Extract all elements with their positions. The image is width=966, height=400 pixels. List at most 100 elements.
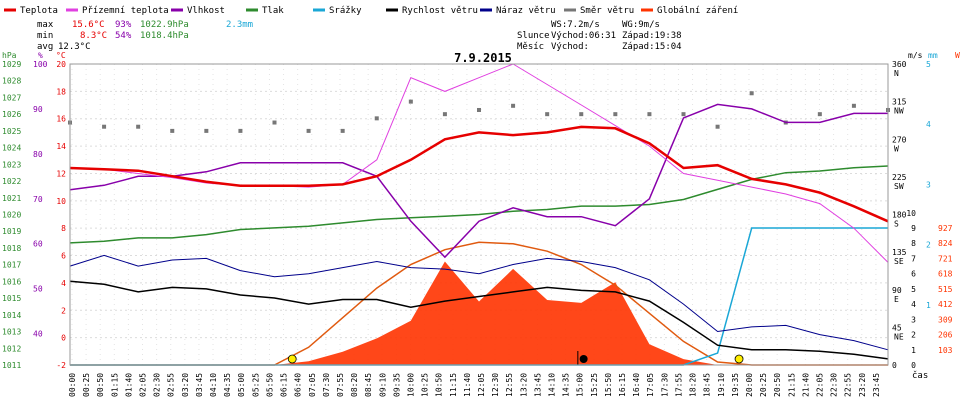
y-temp-tick-6: 10 — [56, 197, 66, 206]
y-direction-compass-2: W — [894, 144, 899, 153]
y-temp-tick-9: 16 — [56, 115, 66, 124]
x-tick-label-38: 15:50 — [604, 373, 613, 397]
y-temp-tick-10: 18 — [56, 87, 66, 96]
y-radiation-tick-7: 824 — [938, 239, 953, 248]
stats-max-rain: 2.3mm — [226, 20, 253, 30]
y-temp-tick-3: 4 — [61, 279, 66, 288]
x-tick-label-46: 19:10 — [717, 373, 726, 397]
y-direction-compass-4: S — [894, 220, 899, 229]
y-direction-tick-3: 225 — [892, 173, 907, 182]
x-tick-label-8: 03:20 — [181, 373, 190, 397]
direction-point-3 — [170, 128, 175, 133]
direction-point-16 — [613, 112, 618, 117]
y-pressure-tick-16: 1027 — [2, 93, 21, 102]
y-radiation-tick-6: 721 — [938, 254, 953, 263]
y-wind-tick-5: 5 — [911, 285, 916, 294]
info-moon-rise: Východ: — [551, 42, 589, 52]
x-tick-label-23: 09:35 — [392, 373, 401, 397]
series-naraz-vetru — [69, 254, 889, 351]
y-pressure-tick-12: 1023 — [2, 160, 21, 169]
x-tick-label-5: 02:05 — [139, 373, 148, 397]
unit-wind: m/s — [908, 51, 923, 60]
y-direction-compass-3: SW — [894, 182, 904, 191]
stats-min-press: 1018.4hPa — [140, 31, 189, 41]
y-direction-tick-1: 315 — [892, 98, 907, 107]
series-rychlost-vetru — [69, 280, 889, 360]
direction-point-18 — [681, 112, 686, 117]
y-wind-tick-10: 10 — [906, 209, 916, 218]
direction-point-22 — [817, 112, 822, 117]
x-tick-label-44: 18:20 — [689, 373, 698, 397]
direction-point-8 — [340, 128, 345, 133]
y-pressure-tick-15: 1026 — [2, 110, 21, 119]
info-block: WS:7.2m/s WG:9m/s Slunce Východ:06:31 Zá… — [517, 20, 682, 52]
legend-label-4: Srážky — [329, 6, 362, 16]
y-humidity-tick-6: 100 — [33, 60, 48, 69]
series-teplota — [69, 125, 889, 223]
x-tick-label-33: 13:45 — [533, 373, 542, 397]
y-radiation-tick-1: 206 — [938, 331, 953, 340]
x-tick-label-31: 12:55 — [505, 373, 514, 397]
direction-point-2 — [136, 124, 141, 129]
stats-max-label: max — [37, 20, 54, 30]
x-tick-label-0: 00:00 — [68, 373, 77, 397]
x-tick-label-9: 03:45 — [195, 373, 204, 397]
y-direction-tick-5: 135 — [892, 248, 907, 257]
y-direction-compass-6: E — [894, 295, 899, 304]
y-pressure-tick-6: 1017 — [2, 261, 21, 270]
plot-area — [68, 63, 890, 366]
x-tick-label-54: 22:30 — [830, 373, 839, 397]
x-tick-label-48: 20:00 — [745, 373, 754, 397]
direction-point-23 — [851, 103, 856, 108]
x-tick-label-22: 09:10 — [378, 373, 387, 397]
y-temp-tick-7: 12 — [56, 169, 66, 178]
direction-point-1 — [102, 124, 107, 129]
x-tick-label-25: 10:25 — [421, 373, 430, 397]
legend-label-2: Vlhkost — [187, 6, 225, 16]
y-direction-tick-7: 45 — [892, 323, 902, 332]
y-direction-compass-5: SE — [894, 257, 904, 266]
y-rain-tick-0: 1 — [926, 301, 931, 310]
x-tick-label-35: 14:35 — [562, 373, 571, 397]
y-direction-tick-0: 360 — [892, 60, 907, 69]
y-pressure-tick-4: 1015 — [2, 294, 21, 303]
x-tick-label-24: 10:00 — [406, 373, 415, 397]
x-tick-label-50: 20:50 — [773, 373, 782, 397]
stats-max-press: 1022.9hPa — [140, 20, 189, 30]
stats-max-hum: 93% — [115, 20, 132, 30]
stats-min-hum: 54% — [115, 31, 132, 41]
direction-point-5 — [238, 128, 243, 133]
x-tick-label-57: 23:45 — [872, 373, 881, 397]
direction-point-9 — [374, 116, 379, 121]
y-direction-tick-8: 0 — [892, 361, 897, 370]
legend-label-5: Rychlost větru — [402, 6, 478, 16]
direction-point-4 — [204, 128, 209, 133]
legend-label-7: Směr větru — [580, 6, 634, 16]
x-tick-label-3: 01:15 — [110, 373, 119, 397]
y-pressure-tick-5: 1016 — [2, 277, 21, 286]
direction-point-14 — [545, 112, 550, 117]
x-tick-label-49: 20:25 — [759, 373, 768, 397]
series-tlak — [69, 165, 889, 244]
x-tick-label-6: 02:30 — [153, 373, 162, 397]
y-temp-tick-8: 14 — [56, 142, 66, 151]
y-radiation-tick-2: 309 — [938, 315, 953, 324]
y-radiation-tick-4: 515 — [938, 285, 953, 294]
y-direction-compass-1: NW — [894, 107, 904, 116]
legend-label-0: Teplota — [20, 6, 58, 16]
y-wind-tick-4: 4 — [911, 300, 916, 309]
direction-point-17 — [647, 112, 652, 117]
y-pressure-tick-1: 1012 — [2, 344, 21, 353]
y-wind-tick-7: 7 — [911, 254, 916, 263]
y-rain-tick-2: 3 — [926, 180, 931, 189]
y-pressure-tick-7: 1018 — [2, 244, 21, 253]
y-wind-tick-3: 3 — [911, 315, 916, 324]
direction-point-13 — [511, 103, 516, 108]
y-wind-tick-6: 6 — [911, 270, 916, 279]
y-radiation-tick-0: 103 — [938, 346, 953, 355]
plot-frame — [69, 63, 889, 366]
unit-rain: mm — [928, 51, 938, 60]
y-temp-tick-1: 0 — [61, 334, 66, 343]
info-ws: WS:7.2m/s — [551, 20, 600, 30]
